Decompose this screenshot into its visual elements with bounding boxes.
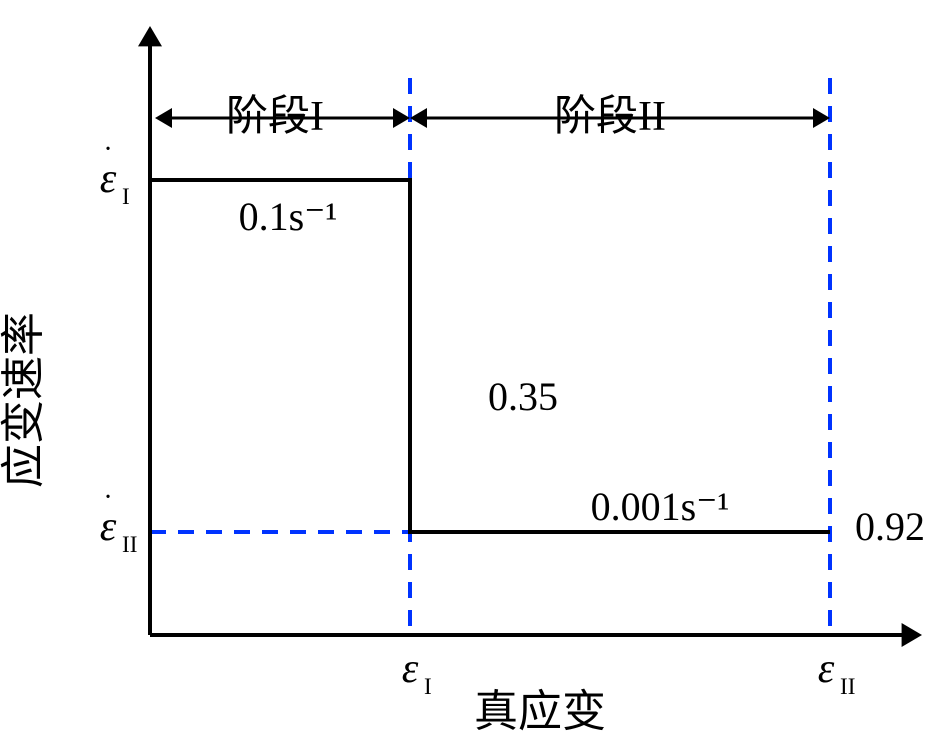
svg-text:II: II [840,673,855,699]
svg-text:ε: ε [402,646,419,692]
mid-value-label: 0.35 [488,374,558,419]
svg-text:I: I [424,673,432,699]
rate2-label: 0.001s⁻¹ [591,484,730,529]
end-value-label: 0.92 [855,504,925,549]
y-axis-label: 应变速率 [0,312,48,488]
rate1-label: 0.1s⁻¹ [239,194,338,239]
chart-background [0,0,932,735]
svg-text:·: · [103,134,112,165]
svg-text:II: II [122,531,137,557]
stage1-label: 阶段I [226,94,324,140]
stage2-label: 阶段II [554,94,666,140]
svg-text:·: · [103,482,112,513]
svg-text:ε: ε [818,646,835,692]
svg-text:I: I [122,183,130,209]
x-axis-label: 真应变 [474,687,606,735]
